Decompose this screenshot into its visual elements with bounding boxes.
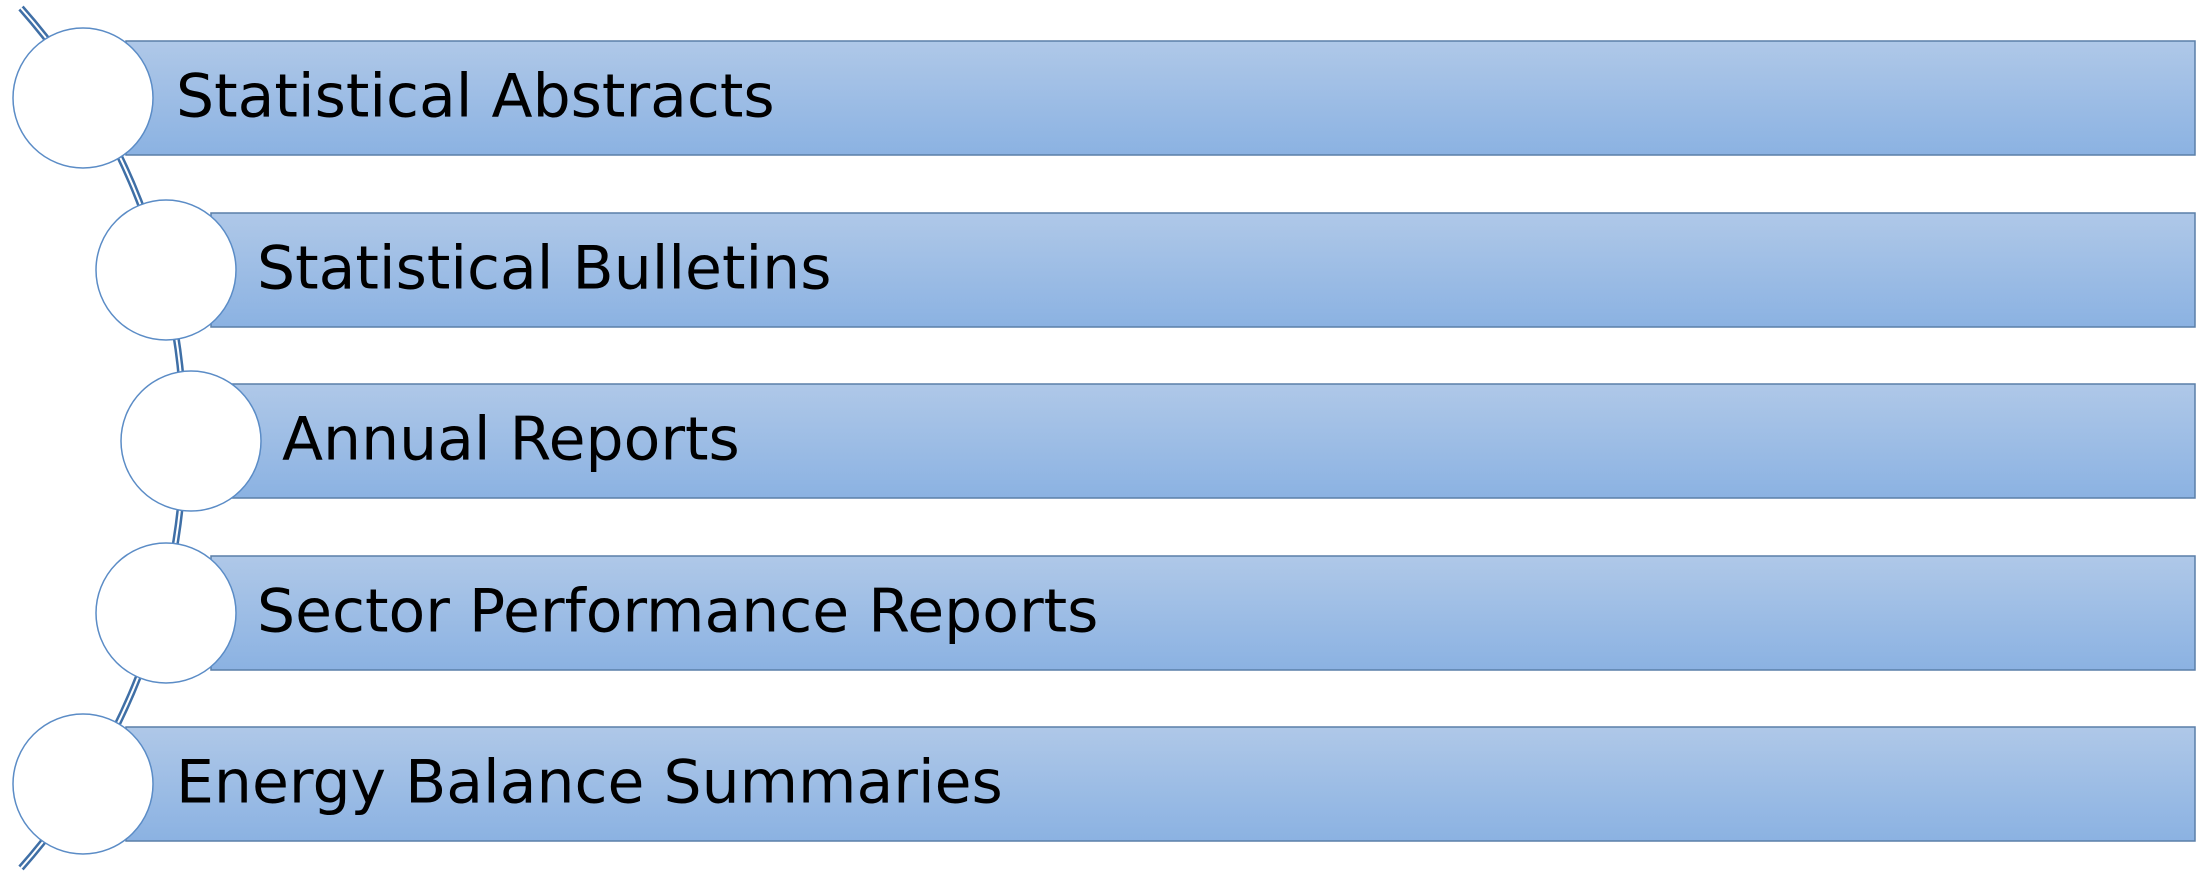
item-bullet: [95, 199, 237, 341]
list-item: Statistical Bulletins: [95, 199, 2196, 341]
item-bar: [210, 555, 2196, 671]
list-item: Energy Balance Summaries: [12, 713, 2196, 855]
item-label: Annual Reports: [282, 405, 740, 475]
item-bar: [210, 212, 2196, 328]
list-item: Sector Performance Reports: [95, 542, 2196, 684]
list-item: Annual Reports: [120, 370, 2196, 512]
item-bullet: [12, 27, 154, 169]
item-label: Energy Balance Summaries: [176, 748, 1003, 818]
item-bullet: [12, 713, 154, 855]
rows: Statistical Abstracts Statistical Bulleti…: [12, 27, 2196, 855]
item-label: Statistical Abstracts: [176, 62, 775, 132]
item-label: Statistical Bulletins: [257, 234, 831, 304]
list-item: Statistical Abstracts: [12, 27, 2196, 169]
item-label: Sector Performance Reports: [257, 577, 1098, 647]
item-bullet: [95, 542, 237, 684]
item-bar: [125, 726, 2196, 842]
item-bullet: [120, 370, 262, 512]
